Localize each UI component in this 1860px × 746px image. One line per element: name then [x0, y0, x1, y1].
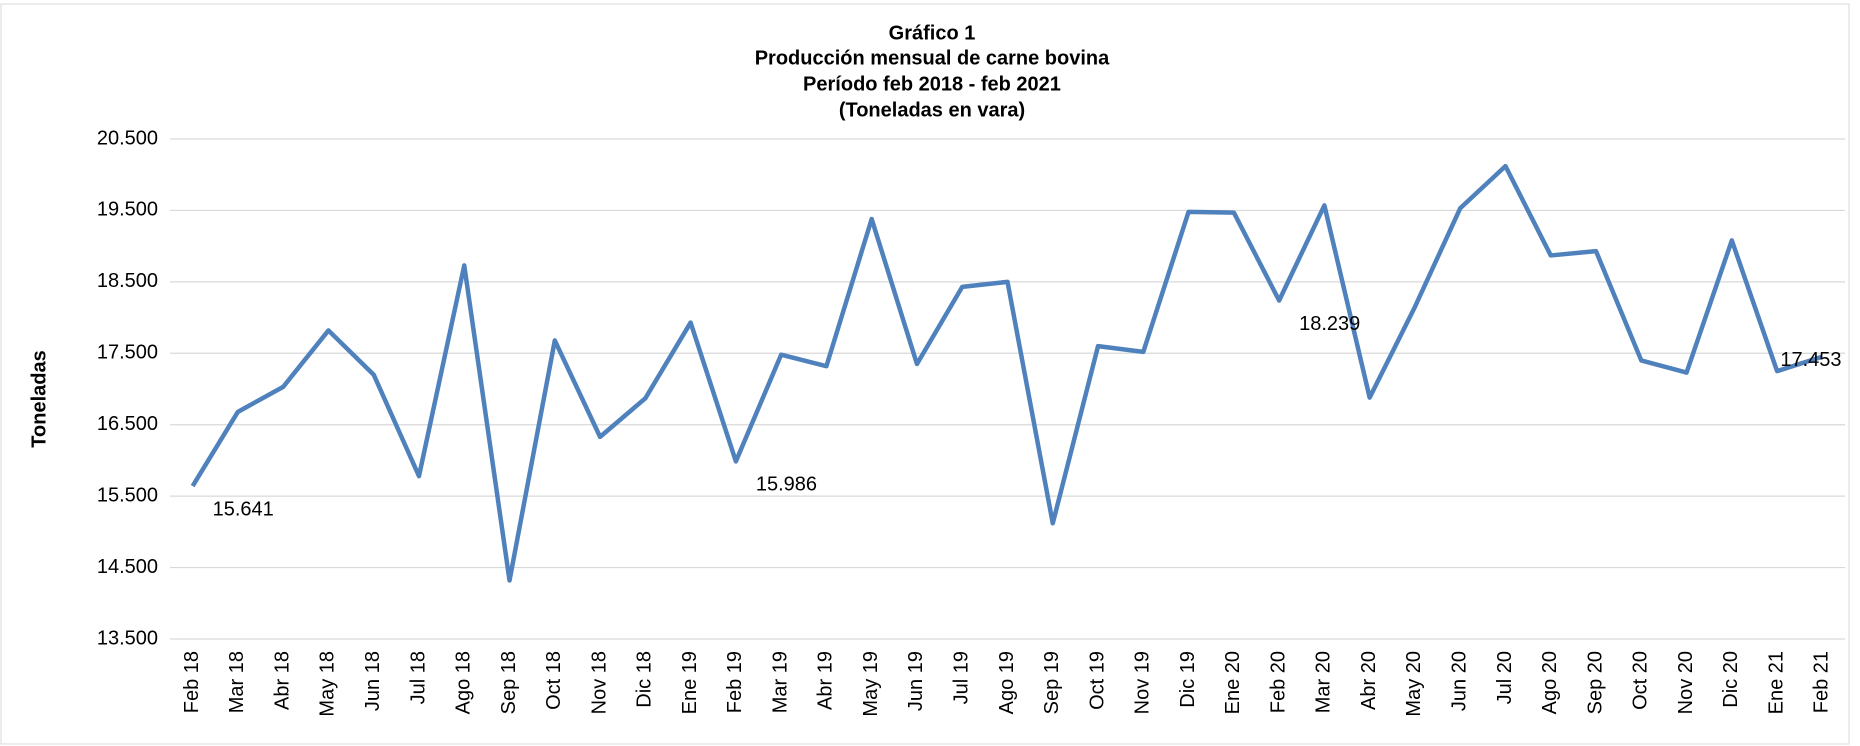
y-tick-label: 19.500: [97, 199, 158, 221]
x-tick-label: Oct 18: [543, 651, 565, 710]
x-tick-label: Jun 18: [362, 651, 384, 711]
x-tick-label: Ago 18: [453, 651, 475, 714]
y-tick-label: 17.500: [97, 342, 158, 364]
x-tick-label: Mar 19: [769, 651, 791, 713]
y-tick-label: 20.500: [97, 127, 158, 149]
x-tick-label: Ago 20: [1539, 651, 1561, 714]
chart-subtitle: Producción mensual de carne bovina: [755, 47, 1110, 69]
x-tick-label: May 20: [1403, 651, 1425, 717]
x-tick-label: Mar 20: [1313, 651, 1335, 713]
x-tick-label: Feb 18: [181, 651, 203, 713]
data-label: 15.986: [756, 474, 817, 496]
x-tick-label: Dic 19: [1177, 651, 1199, 708]
x-tick-label: Dic 18: [634, 651, 656, 708]
x-tick-label: Abr 20: [1358, 651, 1380, 710]
x-tick-label: Feb 20: [1267, 651, 1289, 713]
x-tick-label: Abr 18: [271, 651, 293, 710]
chart-subtitle: Período feb 2018 - feb 2021: [803, 73, 1061, 95]
x-tick-label: Oct 20: [1630, 651, 1652, 710]
x-tick-label: Jun 20: [1448, 651, 1470, 711]
data-label: 15.641: [213, 498, 274, 520]
x-tick-label: Ago 19: [996, 651, 1018, 714]
x-tick-label: Sep 20: [1584, 651, 1606, 714]
x-tick-label: May 18: [317, 651, 339, 717]
x-tick-label: Ene 20: [1222, 651, 1244, 714]
x-tick-label: Feb 19: [724, 651, 746, 713]
x-tick-label: Ene 19: [679, 651, 701, 714]
y-tick-label: 14.500: [97, 556, 158, 578]
y-tick-label: 13.500: [97, 627, 158, 649]
x-tick-label: Sep 18: [498, 651, 520, 714]
x-tick-label: Nov 18: [588, 651, 610, 714]
chart-title: Gráfico 1: [889, 22, 976, 44]
y-tick-label: 16.500: [97, 413, 158, 435]
data-label: 17.453: [1780, 349, 1841, 371]
x-tick-label: Jun 19: [905, 651, 927, 711]
x-tick-label: Jul 20: [1494, 651, 1516, 704]
x-tick-label: Mar 18: [226, 651, 248, 713]
chart-frame: [0, 3, 1850, 745]
x-tick-label: Jul 18: [407, 651, 429, 704]
x-tick-label: May 19: [860, 651, 882, 717]
x-tick-label: Nov 20: [1675, 651, 1697, 714]
data-label: 18.239: [1299, 313, 1360, 335]
x-tick-label: Abr 19: [815, 651, 837, 710]
x-tick-label: Sep 19: [1041, 651, 1063, 714]
x-tick-label: Jul 19: [951, 651, 973, 704]
chart-subtitle: (Toneladas en vara): [839, 99, 1025, 121]
x-tick-label: Oct 19: [1086, 651, 1108, 710]
x-tick-label: Feb 21: [1811, 651, 1833, 713]
x-tick-label: Nov 19: [1132, 651, 1154, 714]
y-tick-label: 18.500: [97, 270, 158, 292]
y-tick-label: 15.500: [97, 484, 158, 506]
y-axis-label: Toneladas: [28, 350, 50, 447]
x-tick-label: Dic 20: [1720, 651, 1742, 708]
data-line: [190, 163, 1824, 583]
x-tick-label: Ene 21: [1765, 651, 1787, 714]
